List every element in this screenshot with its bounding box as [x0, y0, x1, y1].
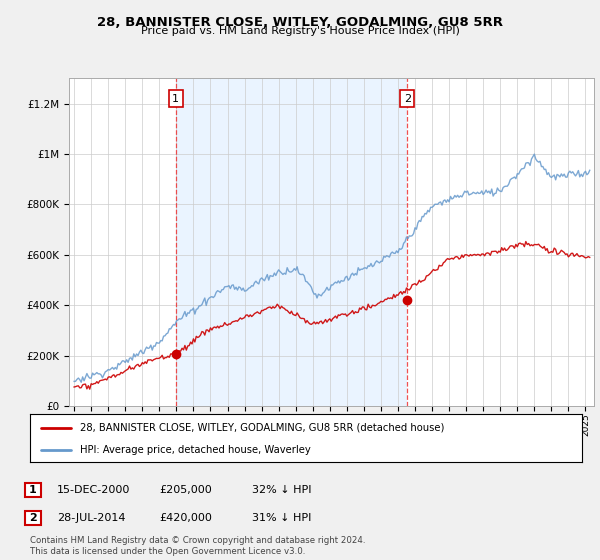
Text: HPI: Average price, detached house, Waverley: HPI: Average price, detached house, Wave…: [80, 445, 310, 455]
Text: Price paid vs. HM Land Registry's House Price Index (HPI): Price paid vs. HM Land Registry's House …: [140, 26, 460, 36]
Text: 15-DEC-2000: 15-DEC-2000: [57, 485, 130, 495]
Text: 1: 1: [29, 485, 37, 495]
Text: £420,000: £420,000: [159, 513, 212, 523]
Text: 2: 2: [29, 513, 37, 523]
Text: 31% ↓ HPI: 31% ↓ HPI: [252, 513, 311, 523]
Text: 1: 1: [172, 94, 179, 104]
Text: 28-JUL-2014: 28-JUL-2014: [57, 513, 125, 523]
Text: Contains HM Land Registry data © Crown copyright and database right 2024.
This d: Contains HM Land Registry data © Crown c…: [30, 536, 365, 556]
Text: 28, BANNISTER CLOSE, WITLEY, GODALMING, GU8 5RR: 28, BANNISTER CLOSE, WITLEY, GODALMING, …: [97, 16, 503, 29]
Text: £205,000: £205,000: [159, 485, 212, 495]
Bar: [176, 78, 407, 406]
Text: 32% ↓ HPI: 32% ↓ HPI: [252, 485, 311, 495]
Text: 28, BANNISTER CLOSE, WITLEY, GODALMING, GU8 5RR (detached house): 28, BANNISTER CLOSE, WITLEY, GODALMING, …: [80, 423, 444, 433]
Text: 2: 2: [404, 94, 411, 104]
